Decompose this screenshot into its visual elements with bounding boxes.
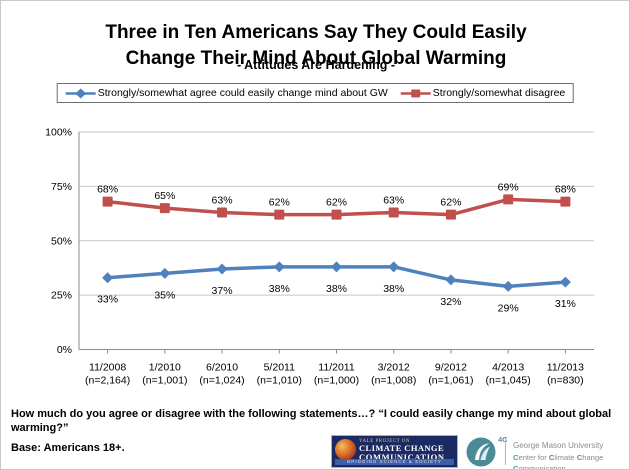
data-point-marker (559, 276, 571, 288)
data-point-marker (273, 261, 285, 273)
x-axis-category-label: 5/2011 (n=1,010) (257, 362, 302, 387)
data-point-label: 32% (440, 296, 461, 308)
y-axis-tick-label: 75% (51, 181, 72, 193)
data-point-label: 33% (97, 294, 118, 306)
gmu-center-name: Center for Climate Change Communication (513, 452, 604, 470)
x-axis-category-label: 3/2012 (n=1,008) (371, 362, 416, 387)
y-axis-tick-label: 100% (45, 127, 72, 139)
yale-climate-change-logo: YALE PROJECT ON CLIMATE CHANGE COMMUNICA… (331, 435, 458, 468)
data-point-label: 63% (212, 194, 233, 206)
legend-item-disagree: Strongly/somewhat disagree (400, 87, 566, 99)
series-line-0 (105, 265, 568, 289)
data-point-marker (102, 272, 114, 284)
y-axis-tick-label: 50% (51, 235, 72, 247)
legend-label-disagree: Strongly/somewhat disagree (432, 87, 566, 99)
x-axis-category-label: 11/2011 (n=1,000) (314, 362, 359, 387)
fourc-sail-logo-icon (466, 437, 496, 467)
y-axis-tick-label: 0% (57, 344, 72, 356)
data-point-label: 62% (269, 197, 290, 209)
x-axis-category-label: 9/2012 (n=1,061) (428, 362, 473, 387)
data-point-label: 35% (154, 289, 175, 301)
globe-icon (335, 439, 356, 460)
data-point-label: 68% (97, 184, 118, 196)
title-line-1: Three in Ten Americans Say They Could Ea… (105, 21, 527, 43)
data-point-marker (388, 207, 399, 218)
data-point-label: 38% (269, 283, 290, 295)
yale-logo-banner: BRIDGING SCIENCE & SOCIETY (335, 459, 454, 465)
data-point-marker (159, 267, 171, 279)
data-point-label: 62% (440, 197, 461, 209)
page-subtitle: - Attitudes Are Hardening - (236, 58, 396, 72)
data-point-label: 29% (498, 302, 519, 314)
data-point-marker (502, 280, 514, 292)
agree-line-marker-icon (65, 88, 96, 98)
data-point-label: 65% (154, 190, 175, 202)
data-point-label: 38% (326, 283, 347, 295)
data-point-label: 31% (555, 298, 576, 310)
data-point-marker (331, 261, 342, 273)
data-point-marker (216, 263, 228, 275)
x-axis-category-label: 6/2010 (n=1,024) (199, 362, 244, 387)
series-line-1 (105, 197, 568, 217)
x-axis-category-label: 11/2013 (n=830) (547, 362, 584, 387)
data-point-label: 38% (383, 283, 404, 295)
yale-logo-line3: COMMUNICATION (359, 452, 445, 462)
survey-base-note: Base: Americans 18+. (11, 442, 125, 454)
x-axis-category-label: 4/2013 (n=1,045) (486, 362, 531, 387)
data-point-label: 63% (383, 194, 404, 206)
yale-logo-line2: CLIMATE CHANGE (359, 443, 445, 453)
x-axis-category-label: 11/2008 (n=2,164) (85, 362, 130, 387)
yale-logo-line1: YALE PROJECT ON (359, 439, 411, 444)
legend-item-agree: Strongly/somewhat agree could easily cha… (65, 87, 388, 99)
data-point-marker (102, 196, 113, 207)
data-point-marker (445, 209, 456, 220)
data-point-label: 69% (498, 181, 519, 193)
gmu-credit: George Mason University Center for Clima… (513, 440, 629, 470)
title-line-2: Change Their Mind About Global Warming (125, 47, 507, 69)
yale-logo-text: YALE PROJECT ON CLIMATE CHANGE COMMUNICA… (359, 439, 455, 462)
data-point-marker (560, 196, 571, 207)
data-point-label: 68% (555, 184, 576, 196)
x-axis-category-label: 1/2010 (n=1,001) (142, 362, 187, 387)
chart-legend: Strongly/somewhat agree could easily cha… (56, 83, 574, 103)
data-point-marker (217, 207, 228, 218)
data-point-label: 62% (326, 197, 347, 209)
data-point-marker (159, 203, 170, 214)
survey-question-text: How much do you agree or disagree with t… (11, 408, 612, 434)
fourc-label: 4C (498, 435, 508, 444)
logo-divider (505, 438, 506, 465)
data-point-marker (445, 274, 457, 286)
data-point-label: 37% (212, 285, 233, 297)
y-axis-tick-label: 25% (51, 290, 72, 302)
page-title: Three in Ten Americans Say They Could Ea… (1, 20, 629, 72)
data-point-marker (331, 209, 342, 220)
legend-label-agree: Strongly/somewhat agree could easily cha… (97, 87, 388, 99)
data-point-marker (274, 209, 285, 220)
data-point-marker (503, 194, 514, 205)
data-point-marker (388, 261, 400, 273)
disagree-line-marker-icon (400, 89, 431, 97)
gmu-university-name: George Mason University (513, 441, 604, 450)
